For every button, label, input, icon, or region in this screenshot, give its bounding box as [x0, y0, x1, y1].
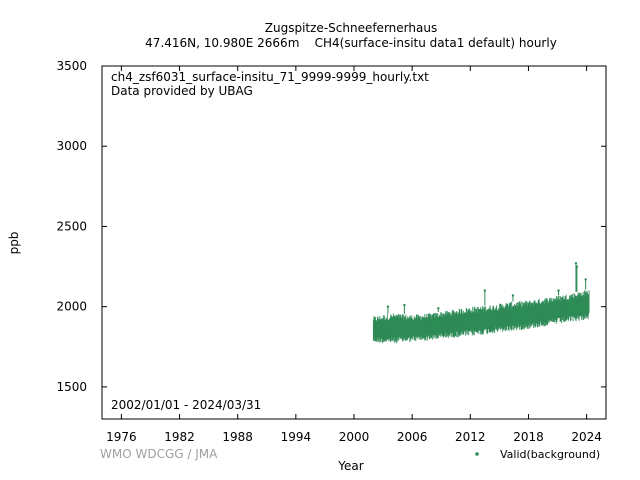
- x-tick-label: 2024: [571, 430, 602, 444]
- x-tick-label: 2006: [397, 430, 428, 444]
- data-point: [386, 305, 390, 308]
- y-tick-label: 2000: [56, 300, 87, 314]
- y-tick-label: 3000: [56, 139, 87, 153]
- x-tick-label: 1988: [222, 430, 253, 444]
- plot-frame: [101, 65, 607, 420]
- credit-text: WMO WDCGG / JMA: [100, 447, 218, 461]
- legend: Valid(background): [475, 448, 600, 461]
- annotation-filename: ch4_zsf6031_surface-insitu_71_9999-9999_…: [111, 70, 429, 84]
- legend-label: Valid(background): [500, 448, 600, 461]
- data-point: [511, 294, 515, 297]
- annotation-period: 2002/01/01 - 2024/03/31: [111, 398, 261, 412]
- data-point: [483, 289, 487, 292]
- y-axis: 1500 2000 2500 3000 3500: [56, 59, 606, 394]
- x-tick-label: 1976: [106, 430, 137, 444]
- data-point: [584, 278, 587, 281]
- y-tick-label: 3500: [56, 59, 87, 73]
- x-tick-label: 1994: [281, 430, 312, 444]
- x-axis-label: Year: [337, 459, 363, 473]
- y-tick-label: 1500: [56, 380, 87, 394]
- data-point: [557, 289, 560, 292]
- chart-subtitle: 47.416N, 10.980E 2666m CH4(surface-insit…: [145, 36, 557, 50]
- x-tick-label: 2000: [339, 430, 370, 444]
- data-point: [437, 307, 440, 310]
- y-axis-label: ppb: [7, 232, 21, 255]
- y-tick-label: 2500: [56, 219, 87, 233]
- annotation-provider: Data provided by UBAG: [111, 84, 253, 98]
- chart-title: Zugspitze-Schneefernerhaus: [265, 21, 437, 35]
- data-point: [574, 262, 578, 265]
- legend-marker: [475, 452, 479, 456]
- data-layer: [372, 262, 590, 344]
- x-tick-label: 2018: [513, 430, 544, 444]
- x-tick-label: 1982: [164, 430, 195, 444]
- data-point: [575, 265, 579, 268]
- x-tick-label: 2012: [455, 430, 486, 444]
- x-axis: 1976 1982 1988 1994 2000 2006 2012 2018 2024: [106, 66, 602, 444]
- data-point: [403, 303, 406, 307]
